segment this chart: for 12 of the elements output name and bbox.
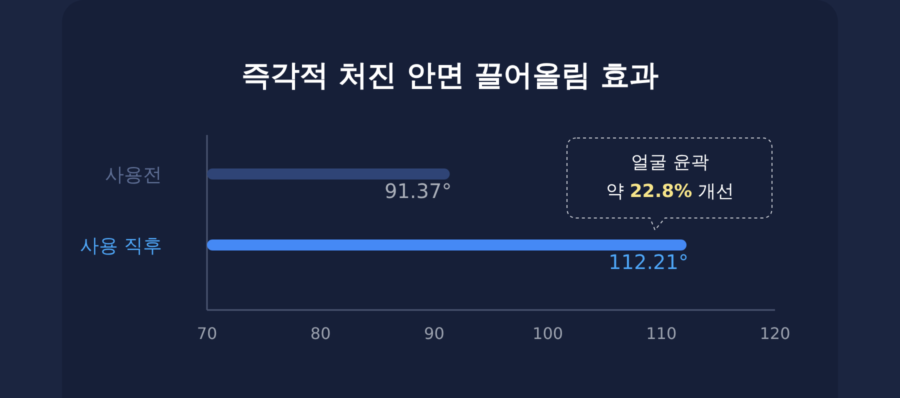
data-label: 112.21°	[608, 250, 689, 274]
x-tick-label: 70	[196, 324, 218, 343]
x-tick-label: 80	[310, 324, 331, 343]
data-label: 91.37°	[384, 179, 452, 203]
x-tick-label: 110	[646, 324, 677, 343]
y-tick-label: 사용전	[105, 164, 162, 186]
chart-title: 즉각적 처진 안면 끌어올림 효과	[241, 58, 659, 92]
x-tick-label: 100	[532, 324, 564, 343]
x-tick-label: 90	[424, 324, 444, 343]
y-tick-label: 사용 직후	[80, 235, 162, 257]
annotation: 얼굴 윤곽 약 22.8% 개선	[606, 152, 734, 202]
x-tick-label: 120	[760, 324, 790, 343]
